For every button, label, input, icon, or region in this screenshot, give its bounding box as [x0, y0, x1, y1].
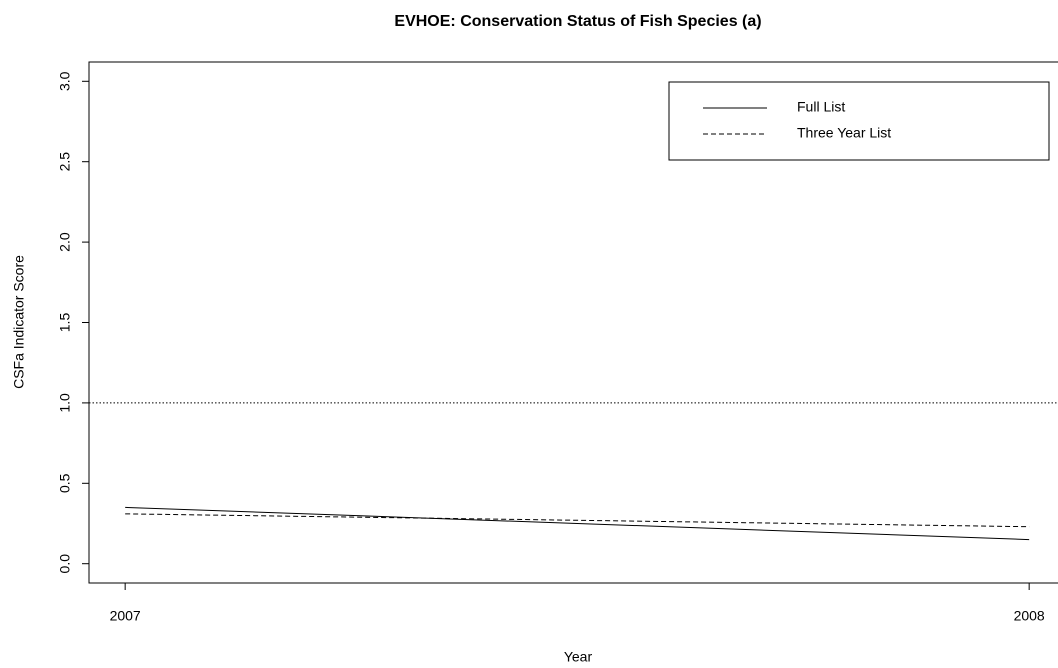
series-line [125, 506, 1030, 541]
legend-box [668, 81, 1050, 161]
y-tick-label: 1.0 [57, 393, 73, 413]
y-tick-label: 1.5 [57, 313, 73, 333]
x-tick-label: 2008 [1014, 608, 1045, 624]
series-line [125, 513, 1030, 528]
chart-title: EVHOE: Conservation Status of Fish Speci… [394, 13, 761, 30]
y-tick-label: 3.0 [57, 71, 73, 91]
y-tick-label: 0.5 [57, 473, 73, 493]
y-tick-label: 0.0 [57, 554, 73, 574]
x-axis-label: Year [564, 649, 593, 665]
legend-label: Full List [797, 99, 845, 115]
x-tick-label: 2007 [110, 608, 141, 624]
legend-label: Three Year List [797, 125, 891, 141]
y-tick-label: 2.0 [57, 232, 73, 252]
y-tick-label: 2.5 [57, 152, 73, 172]
y-axis-label: CSFa Indicator Score [11, 255, 27, 389]
